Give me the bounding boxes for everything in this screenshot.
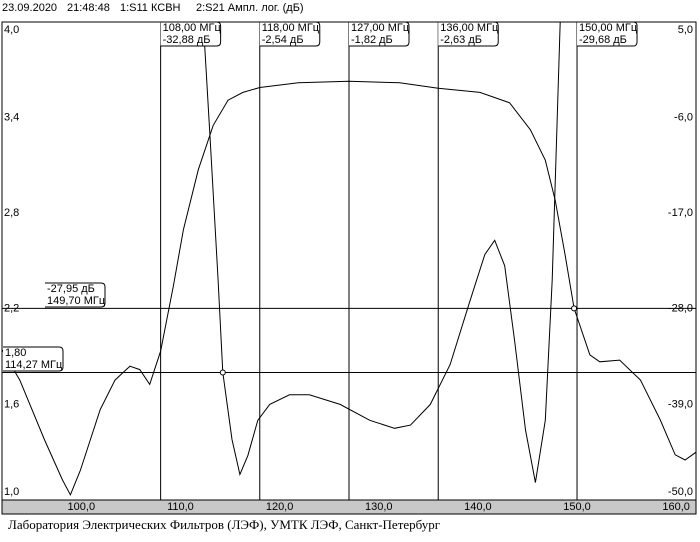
y2-tick-label: -17,0 <box>668 207 693 219</box>
marker-value: -32,88 дБ <box>163 34 211 46</box>
y-tick-label: 1,6 <box>4 398 19 410</box>
marker-box <box>160 21 222 47</box>
y-tick-label: 1,0 <box>4 486 19 498</box>
date: 23.09.2020 <box>2 2 57 14</box>
y2-tick-label: 5,0 <box>678 24 693 36</box>
marker-frequency: 127,00 МГц <box>351 22 410 34</box>
marker-value: -29,68 дБ <box>579 34 627 46</box>
marker-box <box>438 21 499 47</box>
marker-value: -1,82 дБ <box>351 34 393 46</box>
readout-value: -27,95 дБ <box>47 283 95 295</box>
marker-frequency: 136,00 МГц <box>440 22 499 34</box>
y2-tick-label: -6,0 <box>674 112 693 124</box>
footer: Лаборатория Электрических Фильтров (ЛЭФ)… <box>8 517 440 532</box>
x-tick-label: 120,0 <box>266 501 294 513</box>
readout-value: 1,80 <box>5 347 26 359</box>
marker-box <box>349 21 410 47</box>
readout-box <box>3 346 64 372</box>
trace <box>202 22 561 483</box>
marker-frequency: 118,00 МГц <box>262 22 320 34</box>
readout-frequency: 114,27 МГц <box>5 359 63 371</box>
x-tick-label: 110,0 <box>167 501 194 513</box>
x-tick-label: 140,0 <box>464 501 492 513</box>
x-tick-label: 130,0 <box>365 501 393 513</box>
readout-dot <box>571 305 578 312</box>
x-tick-label: 150,0 <box>563 501 591 513</box>
readout-box <box>45 282 106 308</box>
x-axis-bar <box>1 499 697 515</box>
y-tick-label: 2,8 <box>4 207 19 219</box>
trace-2-label: 2:S21 Ампл. лог. (дБ) <box>196 2 304 14</box>
marker-frequency: 108,00 МГц <box>163 22 222 34</box>
x-tick-label: 100,0 <box>68 501 96 513</box>
readout-frequency: 149,70 МГц <box>47 295 106 307</box>
y-tick-label: 3,4 <box>4 112 19 124</box>
x-tick-label: 160,0 <box>662 501 690 513</box>
marker-box <box>259 21 321 47</box>
y2-tick-label: -50,0 <box>668 486 693 498</box>
marker-box <box>577 21 638 47</box>
marker-frequency: 150,00 МГц <box>579 22 638 34</box>
y-tick-label: 4,0 <box>4 24 19 36</box>
trace <box>2 80 696 496</box>
time: 21:48:48 <box>67 2 110 14</box>
readout-dot <box>219 369 226 376</box>
marker-value: -2,54 дБ <box>262 34 304 46</box>
y2-tick-label: -39,0 <box>668 398 693 410</box>
marker-value: -2,63 дБ <box>440 34 482 46</box>
trace-1-label: 1:S11 КСВН <box>120 2 181 14</box>
